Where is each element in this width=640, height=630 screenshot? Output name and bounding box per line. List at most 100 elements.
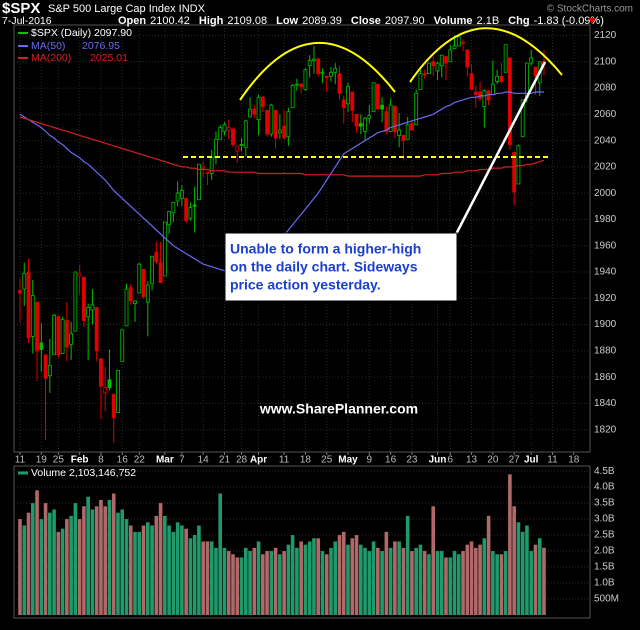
x-tick-label: 11 (15, 455, 26, 466)
candle-body (478, 91, 482, 99)
candle-body (367, 115, 372, 119)
volume-bar (508, 474, 512, 615)
volume-bar (516, 522, 521, 615)
volume-legend: Volume 2,103,146,752 (31, 467, 136, 479)
volume-bar (231, 554, 235, 615)
candle-body (248, 108, 252, 118)
volume-bar (461, 551, 465, 615)
volume-bar (388, 547, 393, 615)
candle-body (22, 272, 27, 290)
volume-bar (456, 554, 461, 615)
candle-body (30, 295, 35, 337)
volume-bar (418, 544, 423, 615)
volume-bar (133, 531, 137, 615)
volume-bar (542, 547, 546, 615)
candle-body (495, 75, 500, 82)
volume-bar (239, 557, 244, 615)
quote-value: 2.1B (477, 15, 500, 27)
volume-bar (192, 535, 197, 615)
volume-bar (278, 554, 282, 615)
quote-label: Low (276, 15, 298, 27)
volume-bar (90, 509, 95, 615)
x-tick-label: 25 (53, 455, 65, 466)
candle-body (269, 104, 274, 135)
quote-label: Open (118, 15, 146, 27)
candle-body (329, 71, 333, 77)
y-tick-label: 2060 (594, 109, 617, 120)
candle-body (512, 152, 517, 193)
y-tick-label: 2040 (594, 135, 617, 146)
candle-body (277, 129, 282, 134)
candle-body (316, 58, 321, 75)
candle-body (184, 198, 189, 222)
candle-body (499, 75, 504, 82)
volume-bar (503, 551, 508, 615)
volume-bar (137, 531, 142, 615)
candle-body (56, 316, 61, 356)
x-tick-label: Jul (524, 455, 539, 466)
candle-body (103, 387, 108, 394)
volume-bar (86, 496, 90, 615)
volume-bar (226, 551, 231, 615)
volume-bar (367, 551, 372, 615)
header-title: S&P 500 Large Cap Index INDX (48, 3, 206, 15)
volume-bar (431, 506, 436, 615)
volume-bar (290, 535, 295, 615)
x-tick-label: 21 (219, 455, 231, 466)
watermark: www.SharePlanner.com (259, 401, 418, 417)
y-tick-label: 3.0B (594, 514, 615, 525)
candle-body (452, 45, 457, 50)
volume-bar (435, 551, 440, 615)
y-tick-label: 4.5B (594, 466, 615, 477)
x-tick-label: Jun (429, 455, 447, 466)
volume-bar (299, 541, 303, 615)
volume-bar (380, 551, 384, 615)
volume-bar (26, 512, 31, 615)
candle-body (252, 108, 257, 115)
candle-body (39, 342, 44, 350)
candle-body (439, 54, 444, 67)
x-tick-label: May (338, 455, 358, 466)
candle-body (188, 207, 193, 219)
candle-body (516, 145, 521, 185)
y-tick-label: 2100 (594, 56, 617, 67)
arrow-line (450, 61, 547, 243)
marks (18, 35, 546, 615)
candle-body (47, 364, 52, 377)
candle-body (435, 62, 440, 72)
candle-body (290, 85, 295, 109)
candle-body (162, 221, 167, 277)
volume-bar (525, 525, 529, 615)
volume-bar (529, 551, 533, 615)
candle-body (418, 73, 423, 90)
candle-body (179, 190, 184, 199)
candle-body (218, 127, 223, 140)
volume-bar (256, 541, 261, 615)
volume-bar (60, 528, 65, 615)
candle-body (145, 284, 150, 303)
volume-bar (376, 547, 380, 615)
candle-body (231, 128, 235, 145)
quote-value: 2100.42 (150, 15, 190, 27)
candle-body (197, 163, 201, 201)
candle-body (371, 82, 376, 113)
candle-body (192, 204, 197, 207)
candle-body (239, 144, 244, 146)
volume-bar (491, 551, 495, 615)
x-tick-label: 16 (385, 455, 397, 466)
callout-line: price action yesterday. (230, 277, 381, 293)
x-tick-label: 19 (36, 455, 48, 466)
candle-body (465, 49, 470, 68)
candle-body (456, 36, 461, 47)
volume-bar (452, 551, 457, 615)
legend-label: MA(200) (31, 52, 71, 64)
candle-body (43, 354, 48, 379)
y-tick-label: 1980 (594, 214, 617, 225)
volume-bar (30, 503, 35, 615)
candle-body (405, 124, 410, 140)
volume-bar (158, 503, 163, 615)
y-tick-label: 1940 (594, 267, 617, 278)
candle-body (116, 370, 120, 413)
candle-body (82, 276, 86, 322)
volume-bar (512, 506, 516, 615)
